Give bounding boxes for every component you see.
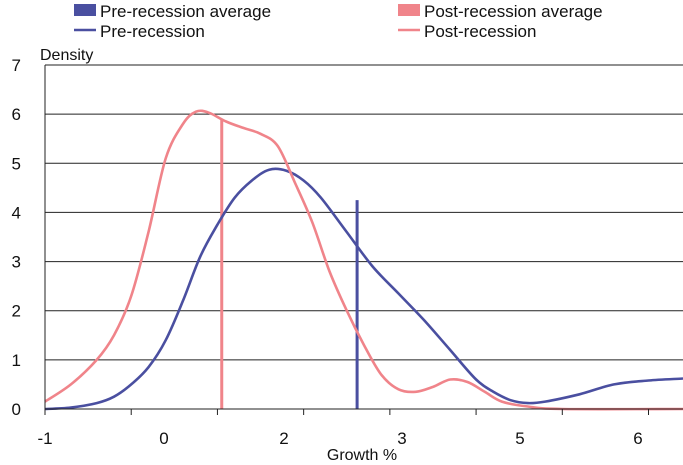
x-tick-label: 3	[397, 429, 406, 448]
y-tick-label: 4	[12, 203, 21, 222]
x-tick-label: 5	[515, 429, 524, 448]
series-lines	[44, 109, 683, 411]
series-line-pre-recession	[44, 167, 683, 411]
x-tick-label: 0	[159, 429, 168, 448]
legend-label-1: Post-recession average	[424, 2, 603, 21]
x-tick-label: -1	[37, 429, 52, 448]
axes	[44, 65, 683, 415]
x-tick-label: 6	[633, 429, 642, 448]
average-lines	[220, 119, 359, 409]
y-tick-label: 7	[12, 56, 21, 75]
legend-label-2: Pre-recession	[100, 22, 205, 41]
legend-swatch-0	[74, 4, 96, 16]
legend-swatch-1	[398, 4, 420, 16]
x-axis-label: Growth %	[327, 447, 397, 464]
legend-label-0: Pre-recession average	[100, 2, 271, 21]
y-tick-label: 1	[12, 351, 21, 370]
y-tick-labels: 0 1 2 3 4 5 6 7	[12, 56, 21, 419]
y-tick-label: 6	[12, 105, 21, 124]
y-tick-label: 2	[12, 302, 21, 321]
grid-lines	[45, 64, 683, 361]
y-axis-label: Density	[40, 47, 93, 64]
legend: Pre-recession average Post-recession aver…	[74, 2, 603, 41]
x-tick-label: 2	[279, 429, 288, 448]
y-tick-label: 0	[12, 400, 21, 419]
series-line-post-recession	[44, 109, 683, 411]
y-tick-label: 5	[12, 154, 21, 173]
legend-label-3: Post-recession	[424, 22, 536, 41]
y-tick-label: 3	[12, 253, 21, 272]
x-tick-labels: -1 0 2 3 5 6	[37, 429, 642, 448]
